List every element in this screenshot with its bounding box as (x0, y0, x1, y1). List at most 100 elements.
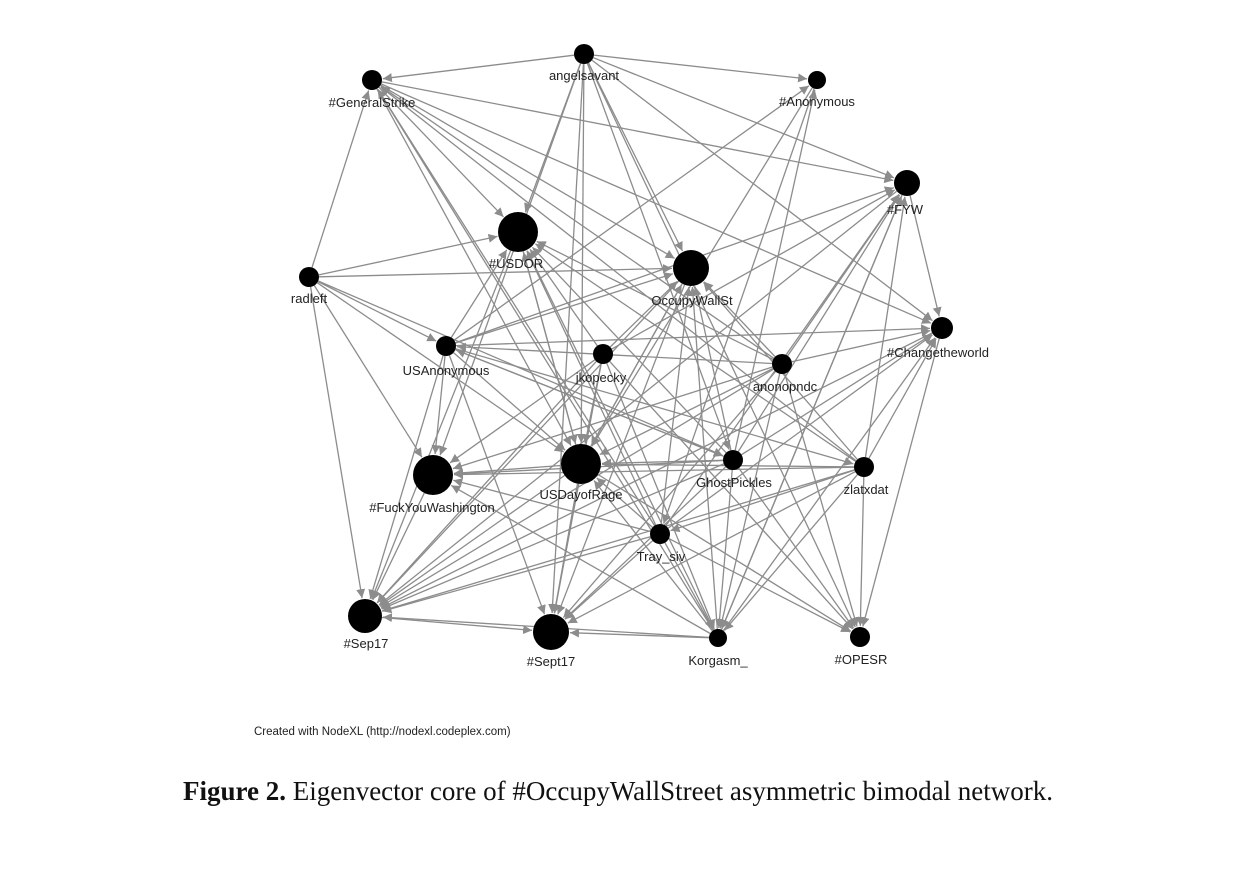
figure-caption: Figure 2. Eigenvector core of #OccupyWal… (0, 776, 1236, 807)
edge-usdayofrage-to-fuckyouwashington (453, 464, 562, 478)
edge-ghostpickles-to-sep17 (381, 463, 725, 610)
edge-angelsavant-to-generalstrike (382, 54, 575, 83)
edge-angelsavant-to-changetheworld (591, 59, 933, 322)
edge-angelsavant-to-fyw (593, 57, 895, 179)
edge-korgasm-to-usdayofrage (593, 480, 713, 632)
node-label-generalstrike: #GeneralStrike (329, 95, 416, 110)
edge-usdayofrage-to-opesr (597, 473, 852, 632)
node-generalstrike (362, 70, 382, 90)
edge-usanonymous-to-usdor (450, 249, 508, 338)
node-label-angelsavant: angelsavant (549, 68, 619, 83)
node-anonopndc (772, 354, 792, 374)
node-changetheworld (931, 317, 953, 339)
labels-layer: angelsavant #GeneralStrike #Anonymous #FYW #… (291, 68, 989, 669)
caption-label: Figure 2. (182, 776, 286, 806)
edge-anonopndc-to-changetheworld (791, 328, 931, 363)
edge-zlatxdat-to-tray_siv (670, 469, 855, 533)
edge-jkopecky-to-fuckyouwashington (449, 359, 596, 464)
edge-sep17-to-sept17 (381, 616, 533, 635)
node-usanonymous (436, 336, 456, 356)
node-label-changetheworld: #Changetheworld (887, 345, 989, 360)
edge-angelsavant-to-ghostpickles (586, 63, 731, 450)
node-label-radleft: radleft (291, 291, 328, 306)
edge-korgasm-to-fuckyouwashington (450, 484, 711, 635)
edge-anonopndc-to-occupywallst (703, 281, 776, 358)
edge-jkopecky-to-usdor (529, 248, 598, 347)
node-label-anonopndc: anonopndc (753, 379, 818, 394)
edge-angelsavant-to-anonymous (593, 54, 808, 83)
node-label-ghostpickles: GhostPickles (696, 475, 772, 490)
edge-generalstrike-to-usdayofrage (376, 88, 572, 446)
credit-line: Created with NodeXL (http://nodexl.codep… (254, 726, 511, 738)
node-angelsavant (574, 44, 594, 64)
node-ghostpickles (723, 450, 743, 470)
edge-usanonymous-to-usdayofrage (453, 352, 566, 451)
edge-zlatxdat-to-korgasm (724, 474, 858, 631)
edge-tray_siv-to-sept17 (564, 540, 654, 620)
edge-tray_siv-to-usdor (526, 250, 657, 526)
node-label-occupywallst: OccupyWallSt (651, 293, 733, 308)
nodes-layer (299, 44, 953, 650)
node-label-sept17: #Sept17 (527, 654, 575, 669)
edge-changetheworld-to-sep17 (380, 332, 933, 609)
node-sept17 (533, 614, 569, 650)
edge-korgasm-to-occupywallst (688, 286, 718, 630)
edge-usanonymous-to-anonymous (453, 85, 810, 341)
node-label-usdayofrage: USDayofRage (539, 487, 622, 502)
node-jkopecky (593, 344, 613, 364)
node-label-opesr: #OPESR (835, 652, 888, 667)
edge-ghostpickles-to-opesr (738, 467, 855, 629)
edge-anonymous-to-tray_siv (662, 88, 815, 524)
edge-ghostpickles-to-usanonymous (455, 349, 724, 457)
node-label-anonymous: #Anonymous (779, 94, 855, 109)
edge-anonopndc-to-usdayofrage (599, 367, 774, 456)
edge-anonopndc-to-usdor (536, 240, 774, 361)
edge-zlatxdat-to-generalstrike (380, 86, 857, 462)
edge-zlatxdat-to-fyw (864, 196, 909, 458)
edge-fyw-to-changetheworld (909, 195, 942, 317)
edge-usanonymous-to-sep17 (368, 355, 444, 599)
edge-angelsavant-to-occupywallst (587, 62, 684, 252)
node-label-sep17: #Sep17 (344, 636, 389, 651)
caption-text: Eigenvector core of #OccupyWallStreet as… (292, 776, 1054, 806)
edge-tray_siv-to-changetheworld (667, 334, 933, 529)
edge-angelsavant-to-opesr (587, 62, 856, 628)
edge-radleft-to-sep17 (309, 286, 366, 599)
edge-occupywallst-to-sep17 (376, 280, 680, 604)
edge-changetheworld-to-opesr (860, 338, 940, 627)
edge-occupywallst-to-usdayofrage (590, 283, 683, 447)
edge-ghostpickles-to-usdor (531, 246, 727, 454)
node-label-tray_siv: Tray_siv (637, 549, 686, 564)
node-label-korgasm: Korgasm_ (688, 653, 748, 668)
edge-usanonymous-to-zlatxdat (455, 348, 854, 466)
edge-fyw-to-sep17 (378, 190, 898, 606)
edge-korgasm-to-sept17 (569, 628, 710, 639)
edge-radleft-to-generalstrike (311, 90, 371, 268)
node-usdor (498, 212, 538, 252)
edge-generalstrike-to-fyw (381, 81, 894, 184)
edge-zlatxdat-to-opesr (856, 476, 866, 627)
edge-jkopecky-to-sep17 (376, 360, 597, 604)
edge-zlatxdat-to-changetheworld (868, 338, 937, 459)
node-label-usdor: #USDOR (489, 256, 543, 271)
edge-jkopecky-to-korgasm (606, 363, 715, 629)
node-label-usanonymous: USAnonymous (403, 363, 490, 378)
edge-radleft-to-usdayofrage (316, 282, 565, 453)
node-korgasm (709, 629, 727, 647)
edge-tray_siv-to-occupywallst (660, 286, 693, 525)
node-label-fuckyouwashington: #FuckYouWashington (369, 500, 495, 515)
edges-layer (309, 54, 942, 639)
node-label-fyw: #FYW (887, 202, 924, 217)
edge-zlatxdat-to-sep17 (382, 469, 855, 613)
edge-usanonymous-to-occupywallst (455, 272, 674, 344)
node-label-jkopecky: jkopecky (575, 370, 627, 385)
edge-ghostpickles-to-occupywallst (692, 286, 732, 451)
edge-zlatxdat-to-fuckyouwashington (453, 466, 855, 479)
node-zlatxdat (854, 457, 874, 477)
node-tray_siv (650, 524, 670, 544)
edge-tray_siv-to-opesr (668, 538, 851, 633)
edge-generalstrike-to-changetheworld (380, 83, 932, 324)
edge-generalstrike-to-occupywallst (380, 84, 675, 259)
edge-ghostpickles-to-usdayofrage (601, 458, 724, 468)
edge-radleft-to-usanonymous (317, 280, 437, 342)
